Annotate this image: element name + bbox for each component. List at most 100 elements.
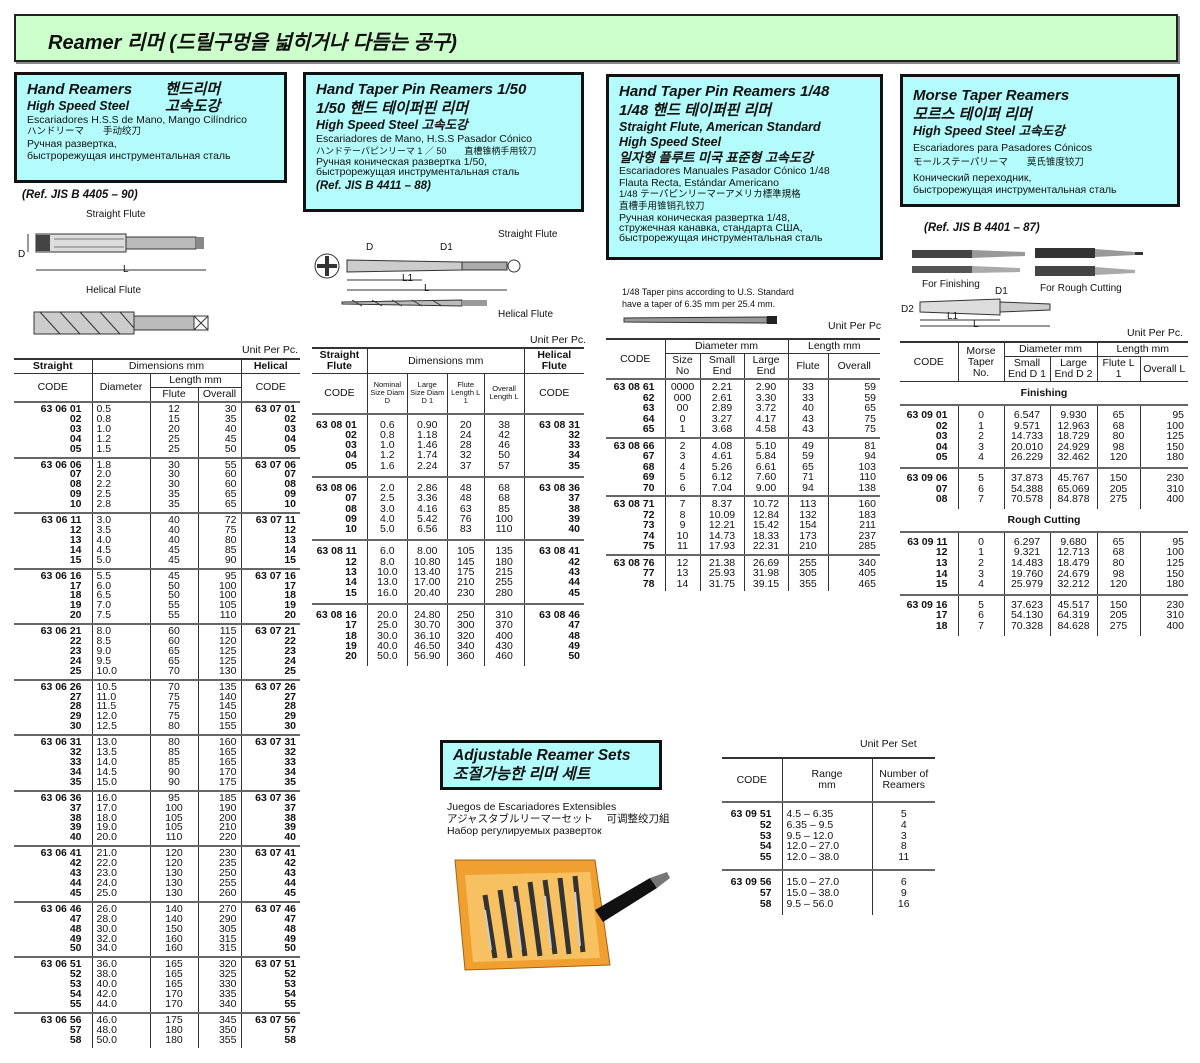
- table-cell: 16.0: [366, 587, 408, 604]
- table-cell: 150: [1096, 594, 1140, 611]
- table-cell: 13: [935, 556, 948, 569]
- table-cell: 63 08 31: [523, 413, 584, 430]
- table-cell: 237: [827, 530, 880, 541]
- table-cell: 355: [197, 1034, 241, 1048]
- table-cell: 183: [827, 509, 880, 520]
- subtitle-ko: 일자형 플루트 미국 표준형 고속도강: [619, 150, 813, 165]
- title-ko: 1/48 핸드 테이퍼핀 리머: [619, 102, 772, 119]
- table-cell: 20: [69, 609, 82, 622]
- table-row: 02 1 9.571 12.963 68 100: [900, 420, 1188, 432]
- table-cell: 14.73: [699, 530, 744, 541]
- table-cell: 98: [1096, 442, 1140, 453]
- table-cell: 63 06 11: [41, 514, 82, 527]
- table-cell: 1: [664, 424, 700, 438]
- table-row: 05 1.5 25 50 05: [14, 443, 300, 458]
- table-cell: 14.5: [91, 767, 150, 778]
- table-cell: 40: [149, 535, 198, 546]
- morse-taper-table: CODE Morse Taper No. Diameter mm Length mm …: [900, 341, 1188, 636]
- table-row: 63 06 46 26.0 140 270 63 07 46: [14, 901, 300, 915]
- table-cell: 160: [827, 496, 880, 510]
- table-cell: 32: [69, 746, 82, 759]
- table-cell: 78: [642, 577, 655, 590]
- table-cell: 12.963: [1049, 420, 1097, 432]
- table-cell: 21.0: [91, 846, 150, 860]
- table-cell: 0.6: [366, 413, 408, 430]
- table-cell: 63 08 46: [523, 603, 584, 620]
- header-helical: Helical: [240, 358, 300, 374]
- table-cell: 1.46: [406, 440, 448, 450]
- table-row: 63 09 11 0 6.297 9.680 65 95: [900, 531, 1188, 548]
- table-cell: 17: [69, 579, 82, 592]
- table-cell: 40.0: [366, 640, 408, 651]
- table-row: 05 4 26.229 32.462 120 180: [900, 452, 1188, 468]
- table-cell: 355: [787, 578, 828, 591]
- table-cell: 0: [664, 413, 700, 424]
- table-cell: 150: [197, 711, 241, 723]
- table-cell: 29: [240, 711, 300, 723]
- table-cell: 72: [197, 513, 241, 526]
- table-cell: 47: [69, 912, 82, 925]
- table-cell: 48: [240, 923, 300, 935]
- table-cell: 63 06 16: [40, 569, 82, 582]
- spanish-text: Escariadores para Pasadores Cónicos: [913, 142, 1093, 154]
- table-cell: 35: [149, 499, 198, 514]
- table-cell: 13: [240, 535, 300, 546]
- taper-note: 1/48 Taper pins according to U.S. Standa…: [622, 286, 794, 310]
- reference-standard: (Ref. JIS B 4401 – 87): [924, 222, 1040, 234]
- unit-label: Unit Per Pc.: [1127, 327, 1184, 339]
- table-row: 17 6 54.130 64.319 205 310: [900, 610, 1188, 621]
- table-cell: 62: [642, 391, 655, 404]
- table-cell: 50: [240, 943, 300, 958]
- table-cell: 50: [197, 443, 241, 458]
- table-cell: 6.297: [1003, 531, 1050, 548]
- table-row: 55 12.0 – 38.0 11: [722, 852, 935, 870]
- table-cell: 15.0: [91, 777, 150, 791]
- table-cell: 70: [149, 679, 198, 693]
- table-cell: 45.517: [1049, 594, 1097, 611]
- table-cell: 35: [69, 775, 82, 788]
- table-cell: 63 09 06: [906, 471, 948, 484]
- table-cell: 120: [149, 858, 198, 870]
- table-cell: 40: [149, 525, 198, 536]
- table-cell: 19: [240, 600, 300, 612]
- header-code: CODE: [606, 338, 666, 380]
- dim-l1: L1: [947, 311, 959, 322]
- table-cell: 320: [197, 957, 241, 971]
- table-cell: 132: [787, 509, 828, 520]
- table-cell: 42: [523, 556, 584, 567]
- table-cell: 44.0: [91, 999, 150, 1013]
- table-cell: 03: [345, 439, 357, 452]
- table-cell: 9.0: [91, 646, 150, 657]
- table-cell: 2.5: [91, 489, 150, 501]
- table-cell: 345: [197, 1012, 241, 1026]
- table-cell: 17.00: [406, 577, 448, 588]
- table-row: 45 25.0 130 260 45: [14, 888, 300, 902]
- table-row: 63 06 06 1.8 30 55 63 07 06: [14, 457, 300, 471]
- table-row: 74 10 14.73 18.33 173 237: [606, 530, 880, 541]
- table-cell: 330: [197, 979, 241, 991]
- table-cell: 2.0: [366, 476, 408, 493]
- table-cell: 09: [345, 512, 357, 525]
- table-cell: 2.24: [406, 460, 448, 477]
- table-cell: 33: [69, 756, 82, 768]
- table-cell: 250: [197, 868, 241, 879]
- table-cell: 400: [483, 630, 525, 641]
- row-group: 63 06 06 1.8 30 55 63 07 06 07 2.0 30 60 07 08 2.2 3…: [14, 457, 300, 514]
- header-overall: Overall: [197, 387, 241, 403]
- table-cell: 2.2: [91, 479, 150, 491]
- table-cell: 12.0 – 27.0: [781, 841, 872, 853]
- table-row: 28 11.5 75 145 28: [14, 701, 300, 713]
- table-cell: 48: [446, 476, 485, 493]
- table-cell: 5.26: [699, 461, 744, 472]
- table-cell: 125: [197, 646, 241, 657]
- table-cell: 100: [483, 513, 525, 524]
- row-group: 63 09 06 5 37.873 45.767 150 230 07 6 54.388 65.0…: [900, 467, 1188, 509]
- table-cell: 23.0: [91, 868, 150, 879]
- table-row: 04 3 20.010 24.929 98 150: [900, 442, 1188, 453]
- table-row: 38 18.0 105 200 38: [14, 812, 300, 824]
- table-cell: 25: [69, 664, 82, 677]
- table-cell: 7: [957, 621, 1004, 636]
- table-cell: 180: [1139, 579, 1188, 595]
- table-cell: 4: [957, 579, 1004, 595]
- table-cell: 170: [197, 767, 241, 778]
